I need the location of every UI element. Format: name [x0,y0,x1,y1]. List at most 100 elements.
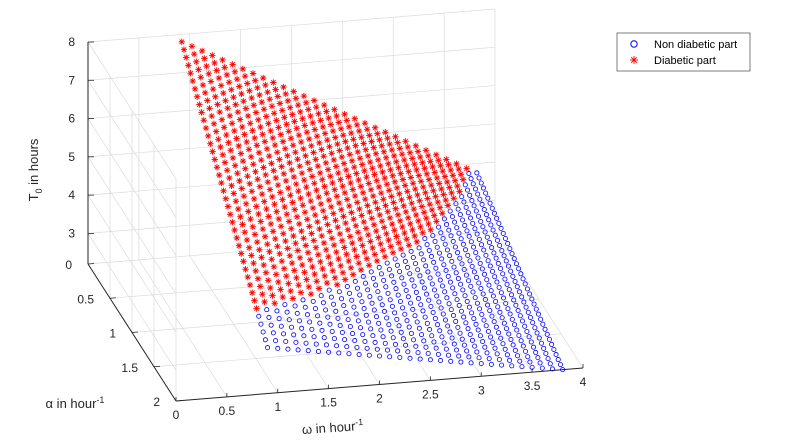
diabetic-point [443,156,450,163]
non-diabetic-point [469,337,475,343]
diabetic-point [453,160,460,168]
diabetic-point [279,138,287,145]
diabetic-point [377,240,384,248]
diabetic-point [310,97,318,104]
diabetic-point [409,226,416,234]
diabetic-point [263,145,271,153]
x-tick-label: 3.5 [524,379,541,393]
non-diabetic-point [491,319,497,325]
x-axis-label-main: ω in hour [301,418,356,437]
non-diabetic-point [545,356,551,362]
z-axis-label-rest: in hours [26,138,41,188]
non-diabetic-point [465,326,471,332]
diabetic-point [229,154,237,162]
non-diabetic-point [460,241,466,247]
diabetic-point [273,117,280,124]
non-diabetic-point [481,247,487,253]
non-diabetic-point [352,278,358,284]
diabetic-point [314,162,322,170]
diabetic-point [256,91,263,99]
diabetic-point [417,223,424,231]
non-diabetic-point [467,331,473,337]
diabetic-point [220,89,227,97]
non-diabetic-point [516,289,522,295]
non-diabetic-point [352,338,358,344]
non-diabetic-point [429,281,435,287]
z-tick-label: 4 [68,188,75,202]
non-diabetic-point [516,266,522,272]
non-diabetic-point [469,263,475,269]
diabetic-point [266,152,273,160]
non-diabetic-point [428,303,434,309]
diabetic-point [296,162,303,170]
non-diabetic-point [450,313,456,319]
grid-layer [87,8,584,402]
non-diabetic-point [507,246,513,252]
diabetic-point [281,203,288,211]
axes-layer [87,41,584,402]
diabetic-point [286,104,294,111]
non-diabetic-point [515,353,521,359]
non-diabetic-point [444,222,450,228]
non-diabetic-point [498,290,504,296]
diabetic-point [278,258,286,265]
diabetic-point [346,202,353,210]
non-diabetic-point [283,339,289,345]
non-diabetic-point [483,190,489,196]
diabetic-point [225,139,232,146]
diabetic-point [349,271,357,278]
diabetic-point [280,83,287,91]
grid-line [87,233,177,371]
non-diabetic-point [408,330,414,336]
non-diabetic-point [385,290,391,296]
diabetic-point [396,145,404,152]
diabetic-point [407,174,415,181]
non-diabetic-point [524,286,530,292]
diabetic-point [204,132,212,140]
diabetic-point [302,242,309,249]
diabetic-point [389,172,396,179]
non-diabetic-point [538,316,544,322]
diabetic-point [358,134,365,141]
grid-line [87,41,177,180]
diabetic-point [322,159,330,167]
non-diabetic-point [346,351,352,357]
diabetic-point [338,206,345,213]
diabetic-point [363,173,370,181]
non-diabetic-point [451,341,457,347]
non-diabetic-point [473,208,479,214]
non-diabetic-point [431,259,437,265]
non-diabetic-point [486,356,492,362]
x-axis-label-sup: -1 [355,417,364,428]
non-diabetic-point [502,346,508,352]
non-diabetic-point [336,289,342,295]
diabetic-point [291,118,298,125]
diabetic-point [409,155,416,162]
diabetic-point [187,69,194,77]
non-diabetic-point [512,322,518,328]
non-diabetic-point [403,287,409,293]
non-diabetic-point [493,324,499,330]
non-diabetic-point [418,251,424,257]
non-diabetic-point [465,210,471,216]
diabetic-point [333,248,340,256]
non-diabetic-point [479,266,485,272]
diabetic-point [307,197,314,205]
diabetic-point [246,281,254,289]
diabetic-point [318,146,325,153]
non-diabetic-point [513,302,519,308]
diabetic-point [197,74,204,81]
non-diabetic-point [496,284,502,290]
diabetic-point [387,166,394,173]
diabetic-point [284,97,292,104]
non-diabetic-point [383,284,389,290]
non-diabetic-point [466,354,472,360]
non-diabetic-point [378,271,384,277]
non-diabetic-point [333,308,339,314]
legend-marker-diabetic [630,56,638,64]
non-diabetic-point [529,296,535,302]
diabetic-point [209,148,216,155]
diabetic-point [330,210,337,217]
diabetic-point [382,154,390,161]
diabetic-point [247,215,254,223]
